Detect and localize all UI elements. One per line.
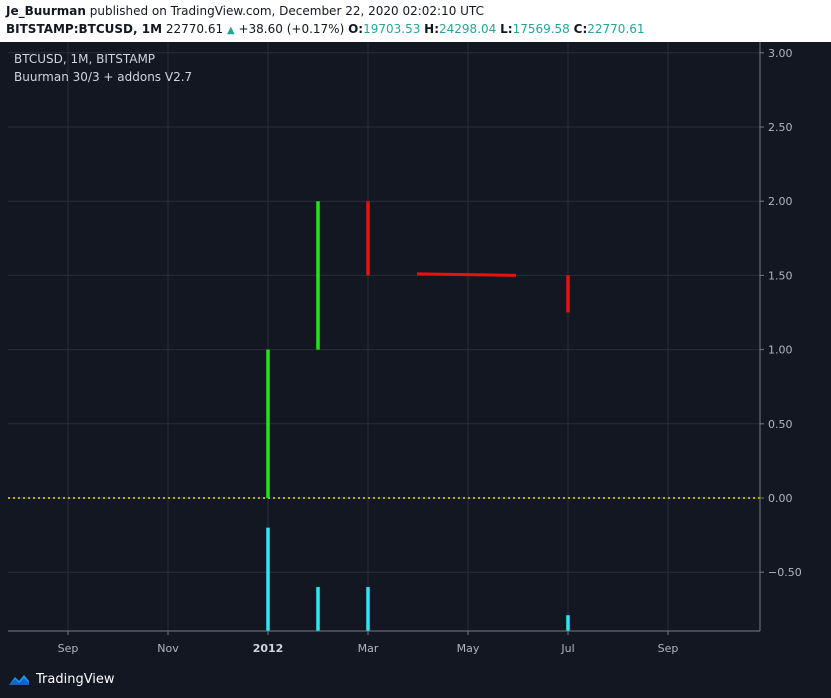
close-value: 22770.61: [587, 22, 645, 36]
y-tick-label: 3.00: [768, 47, 793, 60]
price-change: +38.60 (+0.17%): [238, 22, 345, 36]
footer: TradingView: [0, 662, 831, 698]
close-label: C:: [573, 22, 588, 36]
high-label: H:: [424, 22, 440, 36]
x-tick-label: 2012: [253, 642, 284, 655]
x-tick-label: May: [457, 642, 480, 655]
publish-info: Je_Buurman published on TradingView.com,…: [6, 4, 484, 18]
y-tick-label: 2.50: [768, 121, 793, 134]
up-arrow-icon: ▲: [226, 25, 235, 36]
y-tick-label: 1.50: [768, 269, 793, 282]
symbol-label: BITSTAMP:BTCUSD, 1M: [6, 22, 163, 36]
y-tick-label: 0.50: [768, 418, 793, 431]
x-tick-label: Nov: [157, 642, 179, 655]
y-tick-label: 0.00: [768, 492, 793, 505]
open-label: O:: [348, 22, 364, 36]
brand-name: TradingView: [36, 672, 115, 687]
ohlc-line: BITSTAMP:BTCUSD, 1M 22770.61 ▲ +38.60 (+…: [6, 22, 645, 36]
low-label: L:: [500, 22, 513, 36]
high-value: 24298.04: [439, 22, 497, 36]
publish-header: Je_Buurman published on TradingView.com,…: [0, 0, 831, 42]
axes-layer: 3.00 2.50 2.00 1.50 1.00 0.50 0.00 −0.50 Sep Nov 2…: [8, 42, 802, 655]
y-tick-label: 2.00: [768, 195, 793, 208]
published-text: published on TradingView.com, December 2…: [89, 4, 484, 18]
chart-canvas[interactable]: 3.00 2.50 2.00 1.50 1.00 0.50 0.00 −0.50 Sep Nov 2…: [0, 42, 831, 662]
tradingview-logo-icon: [9, 674, 29, 685]
low-value: 17569.58: [512, 22, 570, 36]
last-price: 22770.61: [165, 22, 224, 36]
y-tick-label: 1.00: [768, 344, 793, 357]
open-value: 19703.53: [363, 22, 421, 36]
tradingview-brand[interactable]: TradingView: [8, 672, 115, 687]
x-tick-label: Sep: [658, 642, 679, 655]
x-tick-label: Jul: [560, 642, 574, 655]
x-tick-label: Mar: [358, 642, 379, 655]
indicator-legend[interactable]: Buurman 30/3 + addons V2.7: [14, 70, 193, 84]
grid-layer: [8, 42, 760, 631]
symbol-legend[interactable]: BTCUSD, 1M, BITSTAMP: [14, 52, 156, 66]
author-name[interactable]: Je_Buurman: [6, 4, 86, 18]
red-segment: [416, 272, 517, 277]
y-tick-label: −0.50: [768, 566, 802, 579]
x-tick-label: Sep: [58, 642, 79, 655]
marks-layer: [266, 201, 570, 631]
